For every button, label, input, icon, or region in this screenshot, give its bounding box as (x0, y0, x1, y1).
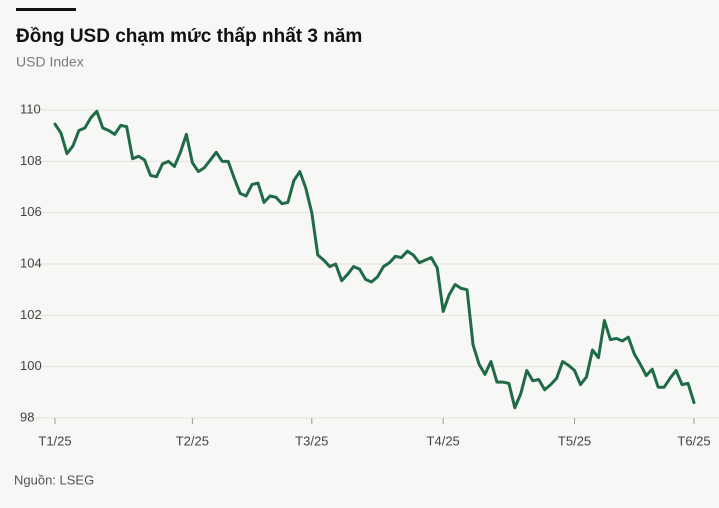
y-tick-label: 108 (20, 153, 42, 168)
y-tick-label: 100 (20, 358, 42, 373)
x-tick-label: T6/25 (677, 433, 710, 448)
y-tick-label: 102 (20, 307, 42, 322)
chart-title: Đồng USD chạm mức thấp nhất 3 năm (16, 26, 362, 47)
subtitle: USD Index (16, 54, 84, 70)
title-rule (16, 8, 76, 11)
line (53, 109, 696, 410)
y-tick-label: 104 (20, 255, 42, 270)
x-tick-label: T3/25 (295, 433, 328, 448)
y-tick-label: 110 (20, 101, 41, 116)
x-tick-label: T4/25 (427, 433, 460, 448)
x-tick-label: T2/25 (176, 433, 209, 448)
source: Nguồn: LSEG (14, 472, 94, 487)
y-tick-label: 106 (20, 204, 42, 219)
x-tick-label: T1/25 (38, 433, 71, 448)
y-tick-label: 98 (20, 409, 34, 424)
x-tick-label: T5/25 (558, 433, 591, 448)
